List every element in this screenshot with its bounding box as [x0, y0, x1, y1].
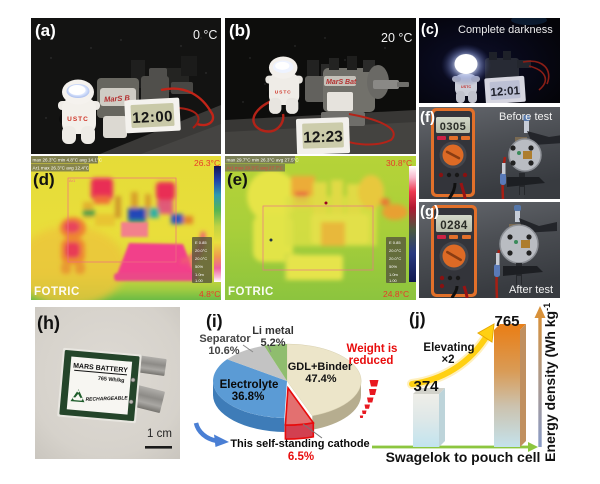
- svg-text:10.6%: 10.6%: [208, 345, 239, 357]
- svg-text:(c): (c): [421, 22, 439, 38]
- svg-text:(j): (j): [409, 309, 426, 329]
- svg-text:20.0°C: 20.0°C: [389, 248, 401, 253]
- svg-text:MarS Bat: MarS Bat: [326, 79, 357, 86]
- svg-text:0 °C: 0 °C: [193, 28, 217, 42]
- svg-text:47.4%: 47.4%: [305, 373, 336, 385]
- svg-text:Ar1 max 26.3°C avg 12.4°C: Ar1 max 26.3°C avg 12.4°C: [33, 166, 90, 171]
- svg-text:FOTRIC: FOTRIC: [34, 286, 80, 298]
- svg-text:0284: 0284: [440, 220, 468, 232]
- svg-text:1.00: 1.00: [389, 278, 398, 283]
- svg-text:5.2%: 5.2%: [260, 337, 285, 349]
- svg-text:USTC: USTC: [275, 89, 292, 95]
- svg-text:1.00: 1.00: [195, 278, 204, 283]
- svg-text:50%: 50%: [389, 264, 397, 269]
- svg-text:374: 374: [413, 378, 439, 395]
- svg-text:RECHARGEABLE: RECHARGEABLE: [85, 395, 128, 402]
- svg-text:765 Wh/kg: 765 Wh/kg: [98, 376, 125, 384]
- svg-text:(g): (g): [420, 203, 439, 220]
- svg-text:E 0.85: E 0.85: [389, 240, 401, 245]
- svg-text:After test: After test: [509, 284, 553, 296]
- svg-text:(f): (f): [420, 109, 435, 126]
- svg-text:Energy density (Wh kg-1): Energy density (Wh kg-1): [542, 303, 558, 462]
- svg-text:GDL+Binder: GDL+Binder: [288, 361, 353, 373]
- svg-text:765: 765: [494, 313, 519, 330]
- svg-text:20.0°C: 20.0°C: [195, 256, 207, 261]
- svg-text:(e): (e): [227, 170, 248, 189]
- svg-text:36.8%: 36.8%: [232, 391, 265, 403]
- svg-text:Separator: Separator: [199, 333, 251, 345]
- svg-text:1.0m: 1.0m: [389, 272, 399, 277]
- svg-text:26.3°C: 26.3°C: [194, 158, 220, 168]
- svg-text:(d): (d): [33, 170, 55, 189]
- svg-text:max 29.7°C min 26.3°C avg 27.5: max 29.7°C min 26.3°C avg 27.5°C: [227, 158, 300, 163]
- svg-text:max 26.3°C min 4.8°C avg 14.1°: max 26.3°C min 4.8°C avg 14.1°C: [33, 158, 103, 163]
- svg-text:6.5%: 6.5%: [288, 451, 314, 463]
- svg-text:Complete darkness: Complete darkness: [458, 24, 553, 36]
- svg-text:(h): (h): [37, 313, 60, 333]
- svg-text:30.8°C: 30.8°C: [386, 158, 412, 168]
- svg-text:E 0.85: E 0.85: [195, 240, 207, 245]
- svg-text:Weight is: Weight is: [347, 343, 398, 355]
- svg-text:USTC: USTC: [461, 85, 472, 89]
- svg-text:12:23: 12:23: [303, 128, 344, 146]
- svg-text:Before test: Before test: [499, 111, 552, 123]
- svg-text:Swagelok to pouch cell: Swagelok to pouch cell: [386, 449, 541, 465]
- svg-text:12:00: 12:00: [132, 108, 174, 127]
- svg-text:1.0m: 1.0m: [195, 272, 205, 277]
- svg-text:4.8°C: 4.8°C: [199, 289, 220, 299]
- svg-text:(a): (a): [35, 21, 56, 40]
- svg-text:12:01: 12:01: [490, 85, 521, 99]
- svg-text:×2: ×2: [441, 354, 454, 366]
- svg-text:Elevating: Elevating: [423, 342, 474, 354]
- svg-text:Li metal: Li metal: [252, 325, 294, 337]
- svg-text:1 cm: 1 cm: [147, 428, 172, 440]
- svg-text:24.8°C: 24.8°C: [383, 289, 409, 299]
- svg-text:20.0°C: 20.0°C: [195, 248, 207, 253]
- svg-text:20.0°C: 20.0°C: [389, 256, 401, 261]
- svg-text:0305: 0305: [440, 121, 466, 133]
- svg-text:(i): (i): [206, 311, 223, 331]
- svg-text:20 °C: 20 °C: [381, 31, 412, 45]
- svg-text:Ar1 max 29.3°C avg 27.7°C: Ar1 max 29.3°C avg 27.7°C: [227, 166, 284, 171]
- svg-text:(b): (b): [229, 21, 251, 40]
- svg-text:MarS B: MarS B: [104, 93, 131, 104]
- svg-text:Electrolyte: Electrolyte: [220, 379, 279, 391]
- svg-text:This self-standing cathode: This self-standing cathode: [230, 438, 369, 450]
- svg-text:reduced: reduced: [349, 355, 394, 367]
- svg-text:MARS BATTERY: MARS BATTERY: [73, 363, 129, 375]
- svg-text:FOTRIC: FOTRIC: [228, 286, 274, 298]
- svg-text:Ar1: Ar1: [69, 178, 76, 183]
- svg-text:50%: 50%: [195, 264, 203, 269]
- svg-text:USTC: USTC: [67, 116, 89, 123]
